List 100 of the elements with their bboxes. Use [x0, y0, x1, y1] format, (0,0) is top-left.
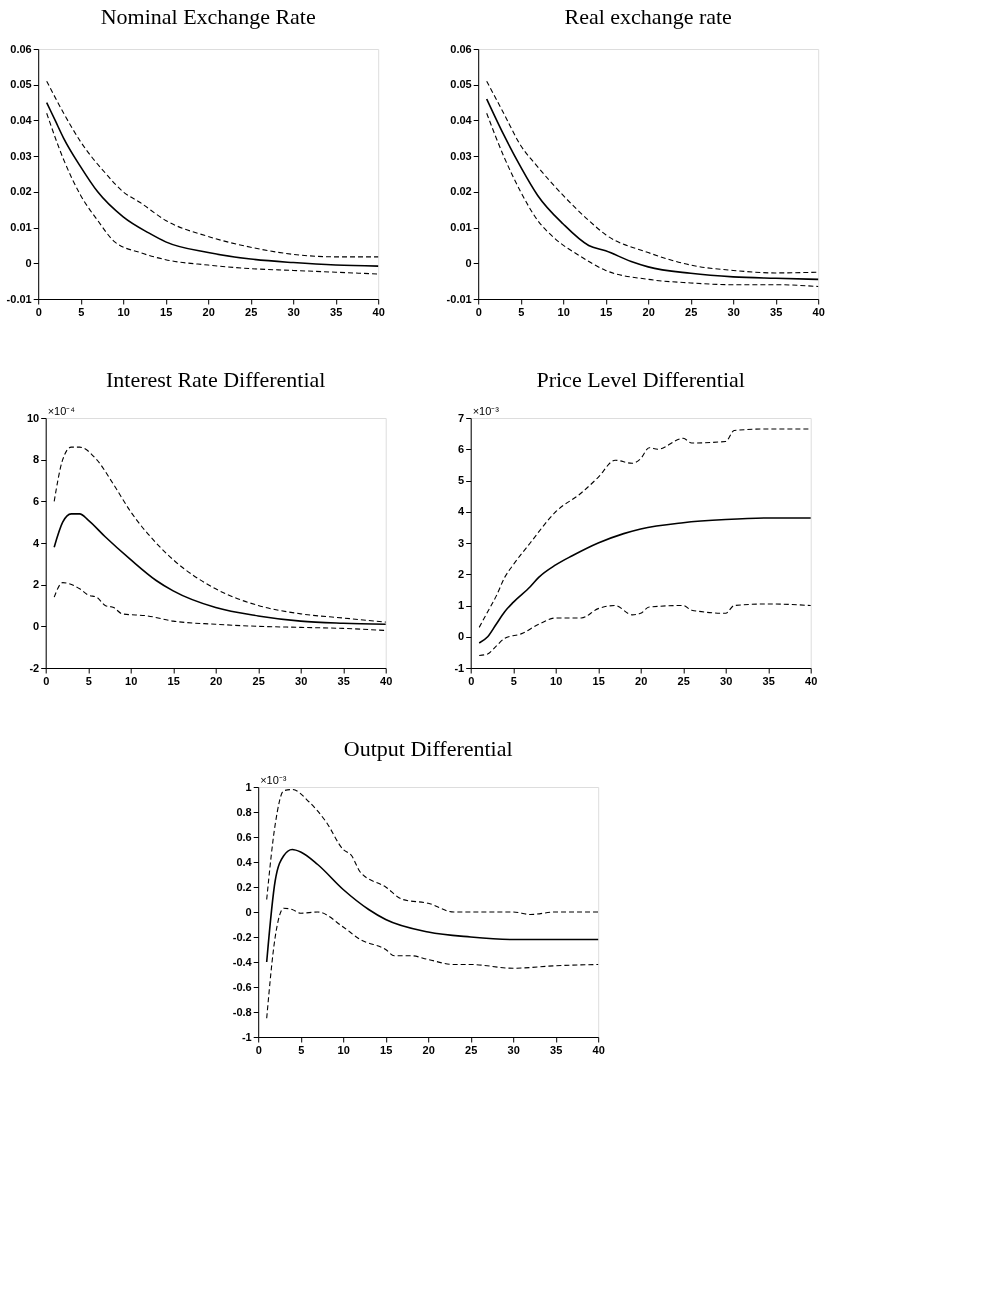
x-tick-label: 5 — [510, 674, 517, 687]
y-tick-label: -1 — [241, 1030, 252, 1043]
x-tick-label: 15 — [600, 305, 613, 318]
x-tick-label: 25 — [252, 674, 265, 687]
y-tick-label: 2 — [33, 578, 40, 591]
x-tick-label: 0 — [43, 674, 50, 687]
y-tick-label: 0.02 — [10, 185, 32, 198]
y-tick-label: 4 — [458, 505, 466, 518]
x-tick-label: 35 — [330, 305, 343, 318]
y-tick-label: -0.2 — [232, 930, 252, 943]
y-tick-label: 8 — [33, 453, 40, 466]
x-tick-label: 35 — [762, 674, 775, 687]
y-tick-label: 0.05 — [10, 78, 32, 91]
y-tick-label: -2 — [29, 661, 40, 674]
x-tick-label: 20 — [642, 305, 655, 318]
text: ×10⁻⁴ — [47, 405, 76, 417]
x-tick-label: 5 — [298, 1043, 305, 1056]
y-tick-label: 1 — [245, 780, 252, 793]
y-tick-label: -0.01 — [6, 292, 32, 305]
x-tick-label: 40 — [812, 305, 825, 318]
y-tick-label: 0.01 — [450, 221, 472, 234]
x-tick-label: 0 — [255, 1043, 262, 1056]
x-tick-label: 5 — [518, 305, 525, 318]
y-tick-label: 0 — [465, 256, 472, 269]
x-tick-label: 25 — [465, 1043, 478, 1056]
x-tick-label: 35 — [550, 1043, 563, 1056]
text: ×10⁻³ — [260, 774, 287, 786]
y-tick-label: 0.03 — [10, 149, 32, 162]
y-tick-label: 3 — [458, 536, 465, 549]
y-tick-label: 0 — [245, 905, 252, 918]
y-tick-label: 0.01 — [10, 221, 32, 234]
y-tick-label: 0.02 — [450, 185, 472, 198]
y-tick-label: -0.6 — [232, 980, 252, 993]
y-tick-label: 6 — [458, 442, 465, 455]
y-tick-label: 0.4 — [236, 855, 253, 868]
x-tick-label: 30 — [295, 674, 308, 687]
x-tick-label: 15 — [380, 1043, 393, 1056]
x-tick-label: 5 — [85, 674, 92, 687]
line-series — [46, 80, 379, 258]
y-tick-label: 0.6 — [236, 830, 252, 843]
x-tick-label: 15 — [160, 305, 173, 318]
line-series — [266, 788, 599, 916]
x-tick-label: 15 — [167, 674, 180, 687]
y-tick-label: 0.8 — [236, 805, 252, 818]
chart-title: Interest Rate Differential — [105, 367, 326, 392]
y-tick-label: 10 — [26, 411, 40, 424]
x-tick-label: 20 — [422, 1043, 435, 1056]
y-tick-label: 0.06 — [450, 42, 472, 55]
y-tick-label: 0 — [33, 619, 40, 632]
chart-title: Real exchange rate — [564, 4, 732, 29]
x-tick-label: 30 — [727, 305, 740, 318]
text: ×10⁻³ — [472, 405, 500, 417]
y-tick-label: 0 — [25, 256, 32, 269]
x-tick-label: 40 — [805, 674, 818, 687]
chart-title: Output Differential — [343, 736, 513, 761]
x-tick-label: 40 — [592, 1043, 605, 1056]
x-tick-label: 25 — [677, 674, 690, 687]
y-tick-label: -0.8 — [232, 1005, 252, 1018]
x-tick-label: 25 — [245, 305, 258, 318]
y-tick-label: 0.2 — [236, 880, 252, 893]
y-tick-label: 5 — [458, 474, 465, 486]
line-series — [266, 907, 599, 1019]
y-tick-label: 0.06 — [10, 42, 32, 55]
x-tick-label: 40 — [380, 674, 393, 687]
y-tick-label: 0.04 — [450, 113, 473, 126]
y-tick-label: 0.05 — [450, 78, 472, 91]
y-tick-label: 6 — [33, 494, 40, 507]
y-tick-label: 2 — [458, 567, 465, 580]
x-tick-label: 5 — [78, 305, 85, 318]
x-tick-label: 20 — [202, 305, 215, 318]
chart-title: Nominal Exchange Rate — [100, 4, 316, 29]
x-tick-label: 35 — [770, 305, 783, 318]
line-series — [478, 603, 812, 657]
x-tick-label: 25 — [685, 305, 698, 318]
x-tick-label: 10 — [125, 674, 138, 687]
x-tick-label: 15 — [592, 674, 605, 687]
y-tick-label: -0.4 — [232, 955, 253, 968]
x-tick-label: 30 — [287, 305, 300, 318]
y-tick-label: 4 — [33, 536, 41, 549]
x-tick-label: 35 — [337, 674, 350, 687]
chart-title: Price Level Differential — [536, 367, 745, 392]
y-tick-label: -1 — [454, 661, 465, 674]
y-tick-label: 0 — [458, 630, 465, 643]
x-tick-label: 30 — [720, 674, 733, 687]
x-tick-label: 10 — [337, 1043, 350, 1056]
x-tick-label: 10 — [117, 305, 130, 318]
y-tick-label: 0.03 — [450, 149, 472, 162]
x-tick-label: 20 — [635, 674, 648, 687]
line-series — [53, 582, 387, 632]
y-tick-label: 7 — [458, 411, 465, 424]
x-tick-label: 30 — [507, 1043, 520, 1056]
x-tick-label: 10 — [557, 305, 570, 318]
x-tick-label: 10 — [550, 674, 563, 687]
line-series — [265, 848, 599, 963]
y-tick-label: 0.04 — [10, 113, 33, 126]
y-tick-label: -0.01 — [446, 292, 472, 305]
line-series — [478, 517, 812, 644]
x-tick-label: 0 — [475, 305, 482, 318]
y-tick-label: 1 — [458, 599, 465, 611]
x-tick-label: 20 — [210, 674, 223, 687]
